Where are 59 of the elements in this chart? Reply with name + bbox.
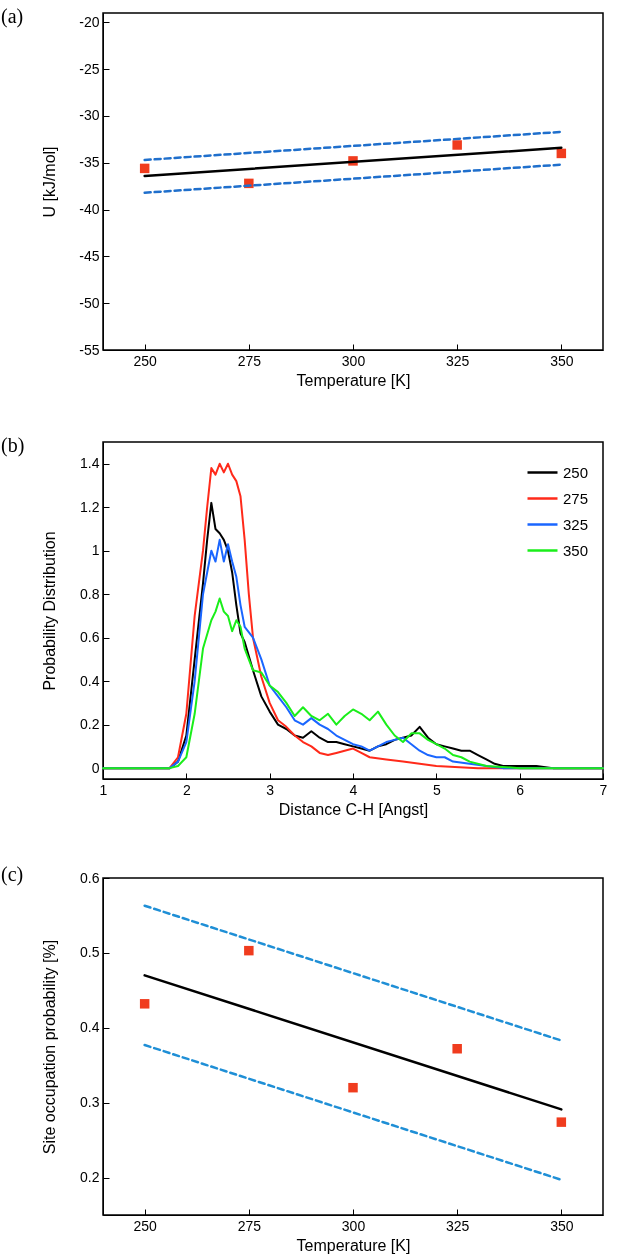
legend-label: 250 (563, 463, 589, 481)
point (139, 163, 150, 174)
y-tick-label: 0.3 (80, 1094, 100, 1111)
point (452, 1044, 462, 1054)
y-tick-label: 0.5 (80, 944, 100, 961)
x-tick-label: 275 (237, 352, 262, 369)
y-tick-label: 1.2 (80, 498, 100, 515)
x-tick-label: 325 (445, 352, 470, 369)
point (348, 1082, 358, 1093)
y-tick-label: 0.6 (80, 869, 100, 886)
y-tick-label: 0.2 (80, 716, 100, 733)
chart-title: (c) (1, 863, 24, 886)
x-tick-label: 350 (550, 1217, 574, 1234)
point (139, 999, 150, 1009)
legend-label: 275 (563, 489, 589, 507)
chart-title: (a) (1, 5, 24, 28)
x-tick-label: 7 (599, 781, 608, 798)
x-tick-label: 4 (349, 781, 358, 798)
x-tick-label: 300 (341, 352, 366, 369)
point (452, 140, 462, 150)
x-axis-title: Temperature [K] (296, 371, 411, 389)
y-tick-label: -55 (79, 341, 100, 358)
y-tick-label: 0 (91, 759, 100, 776)
x-tick-label: 2 (182, 781, 191, 798)
y-axis-title: U [kJ/mol] (40, 146, 58, 218)
y-tick-label: -30 (79, 107, 100, 124)
point (244, 945, 254, 956)
x-axis-title: Distance C-H [Angst] (278, 800, 429, 818)
line-series (102, 597, 604, 770)
legend-label: 350 (563, 541, 589, 559)
y-tick-label: 1.4 (80, 455, 100, 472)
x-tick-label: 325 (445, 1217, 470, 1234)
y-tick-label: -20 (79, 13, 100, 30)
y-tick-label: -25 (79, 60, 100, 77)
legend-label: 325 (563, 515, 589, 533)
y-tick-label: 1 (91, 542, 100, 559)
point (556, 148, 567, 159)
x-tick-label: 350 (550, 352, 574, 369)
x-tick-label: 300 (341, 1217, 366, 1234)
x-tick-label: 5 (432, 781, 441, 798)
y-tick-label: 0.4 (80, 672, 100, 689)
y-axis-title: Probability Distribution (40, 531, 58, 691)
x-tick-label: 250 (133, 1217, 158, 1234)
y-tick-label: 0.8 (80, 585, 100, 602)
y-tick-label: 0.4 (80, 1019, 100, 1036)
x-tick-label: 3 (266, 781, 275, 798)
y-tick-label: -35 (79, 154, 100, 171)
x-axis-title: Temperature [K] (296, 1236, 411, 1254)
y-axis-title: Site occupation probability [%] (40, 939, 58, 1155)
y-tick-label: 0.2 (80, 1169, 100, 1186)
chart-title: (b) (1, 434, 25, 457)
y-tick-label: 0.6 (80, 629, 100, 646)
x-tick-label: 6 (516, 781, 525, 798)
y-tick-label: -45 (79, 247, 100, 264)
x-tick-label: 275 (237, 1217, 262, 1234)
y-tick-label: -50 (79, 294, 100, 311)
x-tick-label: 250 (133, 352, 158, 369)
point (556, 1117, 567, 1127)
y-tick-label: -40 (79, 201, 100, 218)
